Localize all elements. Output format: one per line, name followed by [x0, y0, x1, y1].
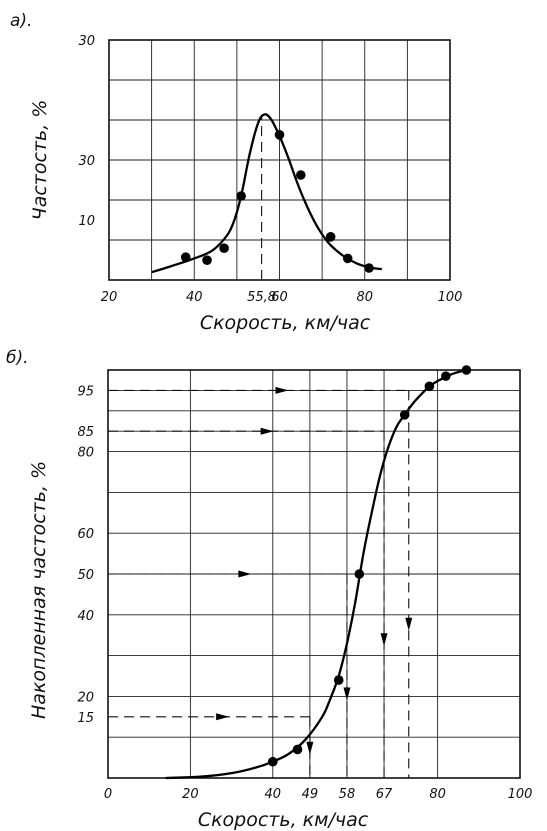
data-point: [274, 130, 285, 140]
panel-a-tick-labels: 20 40 55,860 80 100 30 10 30: [78, 34, 462, 305]
panel-b-label: б).: [6, 348, 29, 368]
down-arrow-icon: [306, 741, 314, 755]
x-tick-label: 100: [508, 787, 533, 802]
x-tick-label: 60: [271, 290, 288, 305]
x-tick-label: 80: [429, 787, 446, 802]
panel-b-grid: [107, 369, 521, 779]
panel-b-y-axis-title: Накопленная частость, %: [28, 461, 50, 719]
y-tick-label: 85: [77, 425, 94, 440]
y-tick-label: 50: [77, 568, 94, 583]
data-point: [399, 410, 410, 420]
panel-a-grid: [108, 39, 451, 281]
panel-a-x-axis-title: Скорость, км/час: [200, 312, 371, 334]
panel-a-points: [180, 130, 374, 273]
frequency-curve: [151, 113, 382, 274]
x-tick-label: 100: [438, 290, 463, 305]
panel-a-curve-layer: [151, 113, 382, 280]
y-tick-label: 60: [77, 527, 94, 542]
data-point: [202, 255, 212, 265]
data-point: [236, 191, 246, 201]
data-point: [325, 232, 336, 242]
data-point: [424, 381, 435, 392]
y-tick-label: 95: [77, 384, 94, 399]
y-tick-label: 30: [78, 154, 95, 169]
y-tick-label: 15: [77, 711, 94, 726]
x-tick-label: 40: [186, 290, 203, 305]
data-point: [441, 371, 451, 381]
x-tick-label: 80: [356, 290, 373, 305]
x-tick-label: 20: [101, 290, 118, 305]
panel-b-points: [268, 365, 472, 767]
panel-b-x-axis-title: Скорость, км/час: [198, 809, 369, 831]
plot-frame: [108, 39, 451, 281]
right-arrow-icon: [238, 570, 252, 578]
x-tick-label: 20: [182, 787, 199, 802]
y-tick-label: 80: [77, 446, 94, 461]
down-arrow-icon: [405, 617, 413, 631]
right-arrow-icon: [260, 427, 274, 435]
x-tick-label: 0: [104, 787, 112, 802]
data-point: [180, 252, 191, 262]
x-tick-label: 55,8: [247, 290, 276, 305]
data-point: [354, 569, 365, 579]
data-point: [268, 756, 278, 767]
x-tick-label: 67: [376, 787, 393, 802]
x-tick-label: 49: [302, 787, 319, 802]
y-tick-label: 20: [77, 690, 94, 705]
panel-b-tick-labels: 0 20 40 49 58 67 80 100 15 20 40 50 60 80 85 95: [77, 384, 532, 802]
down-arrow-icon: [380, 633, 388, 647]
y-tick-label: 10: [78, 214, 95, 229]
panel-a-label: а).: [10, 11, 32, 31]
x-tick-label: 58: [339, 787, 356, 802]
data-point: [333, 675, 344, 685]
right-arrow-icon: [275, 386, 289, 394]
panel-b-reference-lines: [108, 386, 413, 778]
data-point: [296, 170, 306, 180]
down-arrow-icon: [343, 687, 351, 701]
panel-a-y-axis-title: Частость, %: [29, 100, 51, 221]
data-point: [219, 243, 229, 253]
data-point: [342, 253, 353, 264]
data-point: [292, 744, 303, 755]
data-point: [364, 263, 374, 273]
data-point: [461, 365, 472, 375]
y-tick-label: 30: [78, 34, 95, 49]
x-tick-label: 40: [265, 787, 282, 802]
right-arrow-icon: [216, 713, 230, 721]
y-tick-label: 40: [77, 609, 94, 624]
